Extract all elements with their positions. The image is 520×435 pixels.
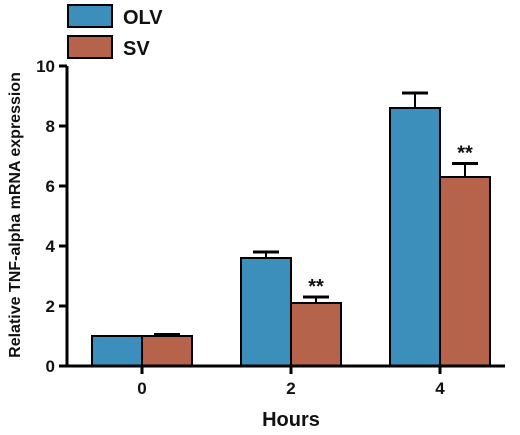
y-tick-label-10: 10 [36, 57, 55, 76]
bar-olv-2 [240, 257, 292, 367]
ticks-group: 0 2 4 6 8 10 0 2 4 [36, 57, 445, 398]
annotations-group: ** ** [308, 143, 473, 299]
legend: OLV SV [67, 4, 163, 60]
bar-sv-4 [439, 176, 491, 367]
y-tick-label-4: 4 [46, 237, 56, 256]
y-tick-label-2: 2 [46, 297, 55, 316]
bars-group [91, 107, 491, 367]
bar-olv-0 [91, 335, 143, 367]
legend-swatch-sv [67, 35, 113, 59]
significance-mark-4: ** [457, 143, 473, 165]
axes-group [65, 66, 505, 368]
y-axis-title: Relative TNF-alpha mRNA expression [7, 72, 24, 358]
legend-label-sv: SV [123, 38, 150, 60]
error-bars-group [154, 91, 478, 336]
x-tick-label-4: 4 [435, 379, 445, 398]
y-tick-label-6: 6 [46, 177, 55, 196]
x-tick-label-0: 0 [137, 379, 146, 398]
bar-sv-0 [141, 335, 193, 367]
x-tick-label-2: 2 [286, 379, 295, 398]
y-tick-label-8: 8 [46, 117, 55, 136]
legend-label-olv: OLV [123, 7, 163, 29]
significance-mark-2: ** [308, 276, 324, 298]
bar-sv-2 [290, 302, 342, 367]
legend-swatch-olv [67, 4, 113, 28]
bar-olv-4 [389, 107, 441, 367]
y-tick-label-0: 0 [46, 357, 55, 376]
x-axis-title: Hours [262, 409, 320, 431]
